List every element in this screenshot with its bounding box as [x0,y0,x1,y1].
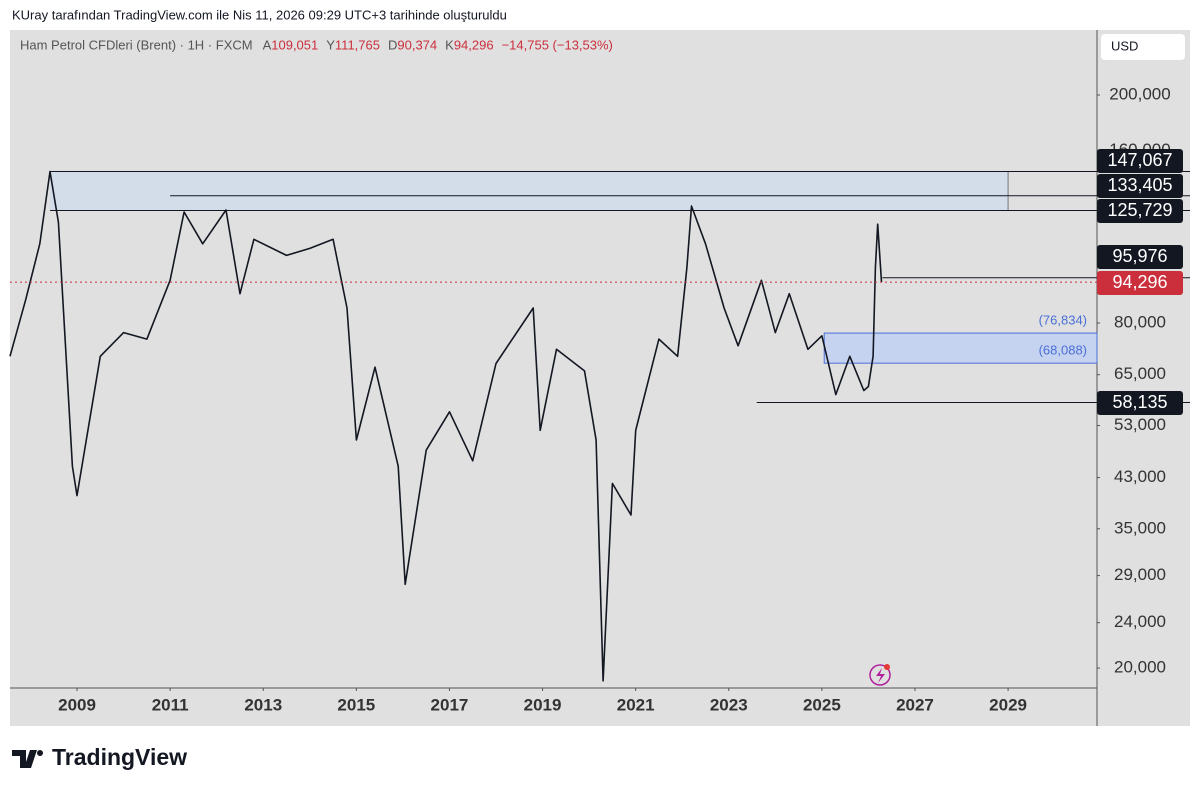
y-tick-label: 35,000 [1114,518,1166,537]
level-label: 95,976 [1112,246,1167,266]
logo-text: TradingView [52,744,187,770]
x-tick-label: 2009 [58,695,96,714]
level-label: 125,729 [1107,200,1172,220]
x-tick-label: 2015 [337,695,375,714]
x-tick-label: 2011 [152,695,189,714]
zone-label: (76,834) [1039,313,1087,328]
ohlc-key: D [388,37,397,52]
level-label-bg [1097,271,1183,295]
currency[interactable]: USD [1111,38,1138,53]
x-tick-label: 2025 [803,695,841,714]
x-tick-label: 2029 [989,695,1027,714]
chart-background [10,30,1190,726]
logo-dot [37,750,43,756]
level-label-bg [1097,391,1183,415]
ohlc-key: A [263,37,272,52]
y-tick-label: 200,000 [1109,84,1170,103]
level-label-bg [1097,174,1183,198]
y-tick-label: 65,000 [1114,364,1166,383]
x-tick-label: 2017 [431,695,469,714]
ohlc-key: Y [326,37,335,52]
ohlc-value: 90,374 [397,37,437,52]
y-tick-label: 24,000 [1114,612,1166,631]
level-label-bg [1097,149,1183,173]
y-tick-label: 80,000 [1114,313,1166,332]
event-dot [884,664,890,670]
level-label: 147,067 [1107,150,1172,170]
x-tick-label: 2019 [524,695,562,714]
currency-box[interactable] [1101,34,1185,60]
level-label: 94,296 [1112,272,1167,292]
event-icon[interactable] [869,664,891,686]
event-icon-bolt [876,668,885,683]
x-tick-label: 2023 [710,695,748,714]
ohlc-value: 94,296 [454,37,494,52]
zone [50,171,1009,211]
logo: TradingView [12,744,187,770]
x-tick-label: 2027 [896,695,934,714]
level-label-bg [1097,199,1183,223]
level-label: 133,405 [1107,175,1172,195]
price-line [9,170,883,682]
ohlc-value: 109,051 [271,37,318,52]
y-tick-label: 53,000 [1114,415,1166,434]
x-tick-label: 2021 [617,695,655,714]
y-tick-label: 20,000 [1114,658,1166,677]
level-label: 58,135 [1112,392,1167,412]
change: −14,755 (−13,53%) [502,37,613,52]
ohlc-key: K [445,37,454,52]
chart-title: Ham Petrol CFDleri (Brent) · 1H · FXCM [20,37,253,52]
x-tick-label: 2013 [244,695,282,714]
logo-mark [12,750,37,768]
y-tick-label: 43,000 [1114,467,1166,486]
header-text: KUray tarafından TradingView.com ile Nis… [12,7,507,22]
zone-label: (68,088) [1039,343,1087,358]
y-tick-label: 29,000 [1114,565,1166,584]
level-label-bg [1097,245,1183,269]
ohlc-value: 111,765 [335,37,380,52]
